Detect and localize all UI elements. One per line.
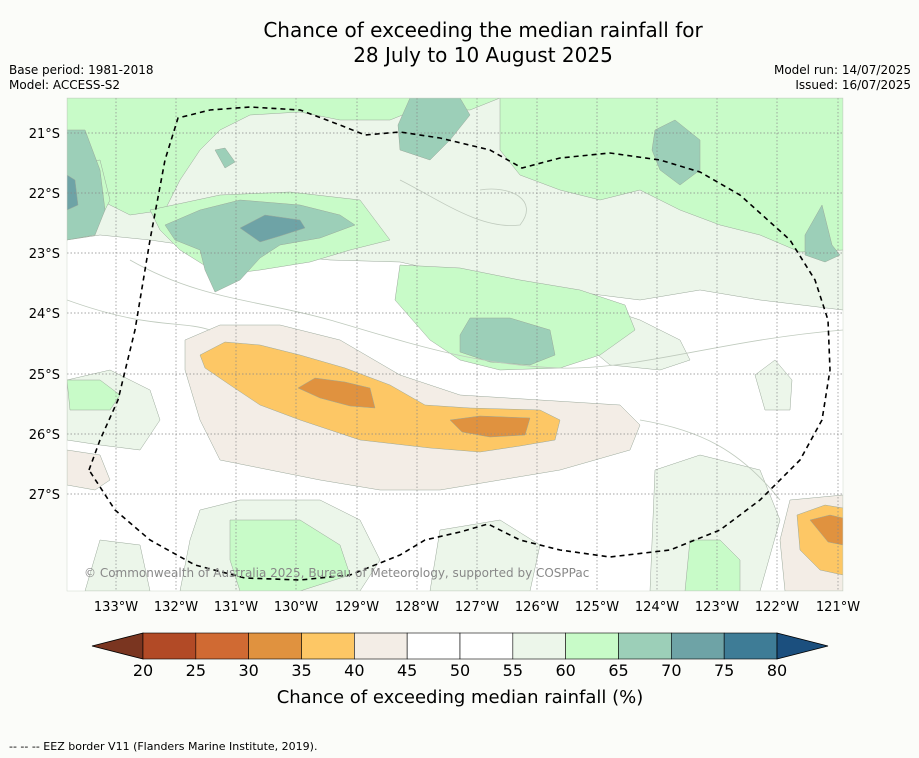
colorbar-cell: [723, 632, 778, 660]
colorbar-cell: [618, 632, 672, 660]
colorbar-arrow-low: [91, 632, 144, 660]
lon-label: 122°W: [755, 600, 799, 615]
base-period: Base period: 1981-2018: [9, 63, 154, 77]
model-run: Model run: 14/07/2025: [773, 63, 911, 77]
title-line-1: Chance of exceeding the median rainfall …: [263, 18, 703, 42]
model-name: Model: ACCESS-S2: [9, 78, 121, 92]
colorbar-cell: [565, 632, 619, 660]
colorbar-cell: [301, 632, 355, 660]
lon-label: 133°W: [94, 600, 138, 615]
lat-labels: 21°S 22°S 23°S 24°S 25°S 26°S 27°S: [29, 127, 60, 503]
lon-label: 129°W: [335, 600, 379, 615]
lon-label: 124°W: [635, 600, 679, 615]
colorbar-tick-label: 55: [503, 661, 523, 680]
colorbar-cell: [512, 632, 566, 660]
region-30-35: [297, 377, 843, 546]
lon-label: 130°W: [274, 600, 318, 615]
grid-lines: [67, 98, 843, 591]
lon-label: 126°W: [515, 600, 559, 615]
region-70-75: [67, 174, 306, 243]
colorbar-cell: [354, 632, 408, 660]
lat-label: 22°S: [29, 187, 60, 202]
colorbar-cell: [459, 632, 514, 660]
map-frame: [66, 97, 844, 592]
lon-label: 125°W: [575, 600, 619, 615]
colorbar-tick-label: 70: [661, 661, 681, 680]
eez-border: [88, 106, 831, 581]
contour-lines: [67, 179, 843, 501]
lat-label: 24°S: [29, 307, 60, 322]
colorbar-cell: [142, 632, 197, 660]
meta-right: Model run: 14/07/2025 Issued: 16/07/2025: [774, 63, 911, 93]
eez-footnote: -- -- -- EEZ border V11 (Flanders Marine…: [9, 740, 318, 753]
colorbar-tick-label: 20: [133, 661, 153, 680]
lat-label: 26°S: [29, 428, 60, 443]
lon-label: 121°W: [816, 600, 860, 615]
title-line-2: 28 July to 10 August 2025: [353, 43, 613, 67]
colorbar-tick-label: 35: [291, 661, 311, 680]
map-title: Chance of exceeding the median rainfall …: [0, 18, 919, 68]
lon-label: 131°W: [214, 600, 258, 615]
lat-label: 25°S: [29, 368, 60, 383]
colorbar: 20 25 30 35 40 45 50 55 60 65 70 75 80 Chance of exc…: [91, 632, 829, 708]
colorbar-arrow-high: [776, 632, 829, 660]
map-area: [67, 98, 843, 591]
colorbar-tick-label: 60: [555, 661, 575, 680]
colorbar-ticks: 20 25 30 35 40 45 50 55 60 65 70 75 80: [133, 661, 787, 680]
colorbar-tick-label: 25: [186, 661, 206, 680]
colorbar-tick-label: 75: [714, 661, 734, 680]
colorbar-tick-label: 40: [344, 661, 364, 680]
colorbar-tick-label: 65: [608, 661, 628, 680]
lon-label: 128°W: [395, 600, 439, 615]
copyright-text: © Commonwealth of Australia 2025, Bureau…: [84, 566, 589, 580]
meta-left: Base period: 1981-2018 Model: ACCESS-S2: [9, 63, 154, 93]
lon-label: 132°W: [154, 600, 198, 615]
colorbar-tick-label: 30: [238, 661, 258, 680]
lat-label: 23°S: [29, 247, 60, 262]
colorbar-cells: [142, 632, 778, 660]
lat-label: 21°S: [29, 127, 60, 142]
lon-label: 123°W: [695, 600, 739, 615]
colorbar-tick-label: 80: [767, 661, 787, 680]
lon-label: 127°W: [455, 600, 499, 615]
issued-date: Issued: 16/07/2025: [795, 78, 911, 92]
lat-label: 27°S: [29, 488, 60, 503]
lon-labels: 133°W 132°W 131°W 130°W 129°W 128°W 127°…: [94, 600, 860, 615]
region-65-70: [67, 98, 841, 366]
colorbar-cell: [671, 632, 725, 660]
colorbar-tick-label: 50: [450, 661, 470, 680]
colorbar-cell: [248, 632, 302, 660]
colorbar-cell: [195, 632, 249, 660]
map-figure: © Commonwealth of Australia 2025, Bureau…: [29, 97, 860, 708]
colorbar-label: Chance of exceeding median rainfall (%): [277, 687, 644, 708]
colorbar-cell: [406, 632, 461, 660]
colorbar-tick-label: 45: [397, 661, 417, 680]
